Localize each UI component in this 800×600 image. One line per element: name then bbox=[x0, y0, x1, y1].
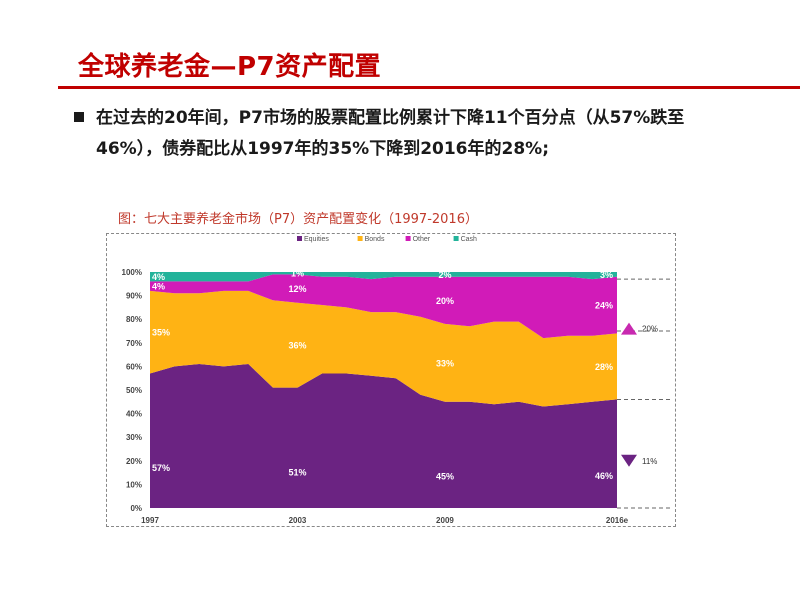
x-tick-label: 1997 bbox=[141, 516, 159, 525]
triangle-up-icon bbox=[621, 322, 637, 335]
x-tick-label: 2016e bbox=[606, 516, 629, 525]
slide-title: 全球养老金—P7资产配置 bbox=[78, 52, 382, 82]
y-tick-label: 30% bbox=[126, 433, 142, 442]
data-label-bonds: 35% bbox=[152, 328, 170, 338]
bullet-square-icon bbox=[74, 112, 84, 122]
annotation-label: 11% bbox=[642, 457, 657, 466]
legend-swatch-bonds bbox=[357, 236, 363, 241]
y-tick-label: 70% bbox=[126, 339, 142, 348]
x-tick-label: 2003 bbox=[289, 516, 307, 525]
y-tick-label: 40% bbox=[126, 410, 142, 419]
data-label-cash: 4% bbox=[152, 272, 165, 282]
title-divider bbox=[58, 86, 800, 89]
figure-caption: 图：七大主要养老金市场（P7）资产配置变化（1997-2016） bbox=[118, 212, 478, 227]
data-label-cash: 3% bbox=[600, 270, 613, 280]
y-tick-label: 60% bbox=[126, 362, 142, 371]
data-label-cash: 1% bbox=[291, 269, 304, 279]
y-tick-label: 0% bbox=[130, 504, 142, 513]
legend-swatch-equities bbox=[297, 236, 302, 241]
data-label-equities: 46% bbox=[595, 471, 613, 481]
chart-frame bbox=[106, 233, 676, 527]
data-label-equities: 51% bbox=[288, 467, 306, 477]
legend-swatch-cash bbox=[453, 236, 459, 241]
data-label-other: 4% bbox=[152, 282, 165, 292]
legend-label-cash: Cash bbox=[461, 236, 477, 243]
bullet-text: 在过去的20年间，P7市场的股票配置比例累计下降11个百分点（从57%跌至46%… bbox=[96, 108, 685, 159]
data-label-equities: 45% bbox=[436, 472, 454, 482]
legend-label-equities: Equities bbox=[304, 236, 329, 243]
y-tick-label: 10% bbox=[126, 480, 142, 489]
area-bonds bbox=[150, 290, 617, 407]
y-tick-label: 100% bbox=[122, 268, 142, 277]
data-label-bonds: 36% bbox=[288, 341, 306, 351]
area-equities bbox=[150, 364, 617, 508]
legend-swatch-other bbox=[405, 236, 411, 241]
legend-label-other: Other bbox=[413, 236, 431, 243]
triangle-down-icon bbox=[621, 454, 637, 467]
annotation-label: 20% bbox=[642, 325, 658, 334]
data-label-cash: 2% bbox=[438, 270, 451, 280]
data-label-bonds: 33% bbox=[436, 358, 454, 368]
data-label-bonds: 28% bbox=[595, 362, 613, 372]
y-tick-label: 90% bbox=[126, 292, 142, 301]
area-other bbox=[150, 274, 617, 339]
data-label-other: 24% bbox=[595, 301, 613, 311]
y-tick-label: 80% bbox=[126, 315, 142, 324]
area-cash bbox=[150, 272, 617, 282]
data-label-other: 12% bbox=[288, 284, 306, 294]
legend-label-bonds: Bonds bbox=[365, 236, 385, 243]
y-tick-label: 20% bbox=[126, 457, 142, 466]
x-tick-label: 2009 bbox=[436, 516, 454, 525]
data-label-equities: 57% bbox=[152, 463, 170, 473]
data-label-other: 20% bbox=[436, 296, 454, 306]
y-tick-label: 50% bbox=[126, 386, 142, 395]
